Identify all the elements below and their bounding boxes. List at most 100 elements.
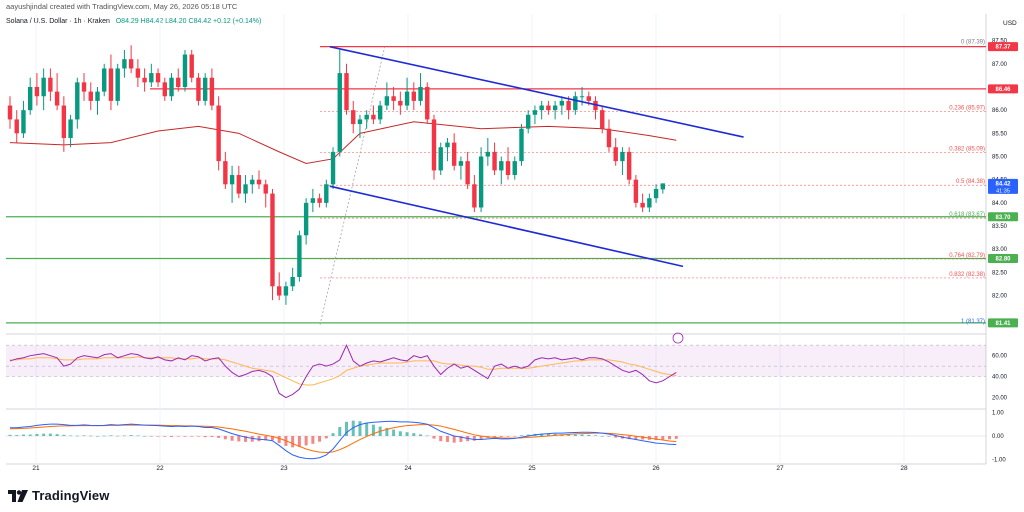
- macd-histogram-bar: [345, 421, 348, 436]
- symbol-name[interactable]: Solana / U.S. Dollar · 1h · Kraken: [6, 18, 110, 25]
- macd-histogram-bar: [398, 431, 402, 436]
- moving-average-line: [9, 121, 677, 164]
- candle-body: [445, 142, 450, 148]
- candle-body: [398, 100, 403, 106]
- fib-level-label: 1 (81.37): [961, 319, 985, 325]
- macd-histogram-bar: [109, 435, 113, 436]
- macd-histogram-bar: [371, 424, 375, 436]
- candle-body: [250, 179, 255, 185]
- candle-body: [75, 82, 80, 120]
- macd-histogram-bar: [311, 436, 315, 444]
- macd-histogram-bar: [156, 436, 160, 437]
- macd-histogram-bar: [594, 435, 598, 436]
- candle-body: [499, 161, 504, 171]
- macd-histogram-bar: [668, 436, 672, 440]
- fib-level-label: 0.832 (82.38): [949, 272, 985, 278]
- candle-body: [559, 100, 565, 106]
- price-axis-label: 83.70: [995, 215, 1011, 221]
- candle-body: [229, 175, 235, 185]
- candle-body: [108, 68, 114, 101]
- candle-body: [653, 188, 659, 199]
- macd-histogram-bar: [614, 436, 618, 438]
- candle-body: [660, 183, 666, 190]
- candle-body: [27, 86, 33, 111]
- macd-histogram-bar: [149, 436, 153, 437]
- symbol-line: Solana / U.S. Dollar · 1h · Kraken O84.2…: [6, 18, 261, 25]
- candle-body: [21, 110, 26, 134]
- price-tick-label: 87.00: [992, 62, 1008, 68]
- candle-body: [519, 128, 524, 162]
- fib-level-label: 0.236 (85.97): [949, 106, 985, 112]
- rsi-line: [9, 343, 677, 399]
- macd-histogram-bar: [331, 433, 335, 436]
- candle-body: [7, 105, 13, 120]
- candle-body: [472, 184, 477, 208]
- candle-body: [330, 151, 336, 185]
- macd-histogram-bar: [89, 435, 93, 437]
- macd-histogram-bar: [237, 436, 241, 442]
- candle-body: [88, 91, 93, 101]
- macd-histogram-bar: [257, 436, 261, 442]
- macd-histogram-bar: [35, 433, 39, 436]
- candle-body: [81, 82, 87, 92]
- time-tick-label: 22: [156, 465, 164, 472]
- macd-histogram-bar: [412, 433, 416, 436]
- candle-body: [600, 110, 605, 129]
- candle-body: [431, 119, 437, 171]
- candle-body: [236, 175, 242, 194]
- candle-body: [202, 77, 208, 101]
- candle-body: [377, 105, 383, 120]
- candle-body: [492, 151, 497, 171]
- price-tick-label: 82.50: [992, 270, 1008, 276]
- price-tick-label: 83.00: [992, 247, 1008, 253]
- candle-body: [128, 59, 134, 69]
- macd-histogram-bar: [600, 436, 604, 437]
- candle-body: [243, 184, 248, 194]
- time-tick-label: 26: [652, 465, 660, 472]
- macd-histogram-bar: [634, 436, 638, 440]
- macd-histogram-bar: [297, 436, 301, 447]
- price-tick-label: 86.00: [992, 108, 1008, 114]
- time-tick-label: 23: [280, 465, 288, 472]
- rsi-band: [6, 345, 986, 377]
- price-axis-label-bg: [988, 42, 1018, 52]
- macd-histogram-bar: [499, 436, 503, 437]
- candle-body: [579, 96, 585, 98]
- macd-histogram-bar: [661, 436, 665, 440]
- candle-body: [196, 77, 201, 101]
- candle-body: [54, 91, 60, 106]
- macd-histogram-bar: [8, 434, 12, 436]
- macd-histogram-bar: [291, 436, 295, 448]
- price-axis-label-bg: [988, 84, 1018, 94]
- candle-body: [566, 100, 571, 111]
- macd-histogram-bar: [627, 436, 631, 440]
- macd-histogram-bar: [452, 436, 456, 443]
- candle-body: [176, 77, 181, 87]
- price-tick-label: 87.50: [992, 39, 1008, 45]
- price-axis-label: 84.42: [995, 181, 1011, 187]
- candle-body: [169, 77, 174, 97]
- macd-histogram-bar: [223, 436, 227, 440]
- macd-histogram-bar: [277, 436, 281, 444]
- macd-histogram-bar: [580, 434, 584, 436]
- candle-body: [633, 179, 639, 203]
- candle-body: [216, 105, 221, 162]
- macd-histogram-bar: [392, 429, 396, 436]
- macd-histogram-bar: [122, 435, 126, 437]
- macd-histogram-bar: [567, 434, 571, 436]
- ohlc-values: O84.29 H84.42 L84.20 C84.42 +0.12 (+0.14…: [115, 18, 262, 25]
- macd-histogram-bar: [641, 436, 645, 440]
- candle-body: [310, 198, 316, 203]
- candle-body: [122, 59, 127, 69]
- candle-body: [404, 91, 410, 106]
- macd-histogram-bar: [82, 435, 86, 436]
- price-tick-label: 83.50: [992, 224, 1008, 230]
- candle-body: [539, 105, 544, 111]
- tradingview-logo[interactable]: TradingView: [8, 488, 109, 503]
- macd-histogram-bar: [365, 422, 369, 436]
- rsi-tick-label: 40.00: [992, 375, 1008, 381]
- candle-body: [546, 105, 551, 111]
- candle-body: [425, 86, 430, 120]
- macd-histogram-bar: [493, 436, 497, 437]
